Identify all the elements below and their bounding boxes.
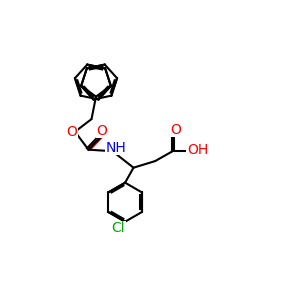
Text: NH: NH xyxy=(106,141,127,154)
Text: Cl: Cl xyxy=(112,221,125,235)
Text: OH: OH xyxy=(187,143,208,157)
Text: O: O xyxy=(66,125,77,139)
Text: O: O xyxy=(97,124,107,137)
Text: O: O xyxy=(170,123,181,136)
